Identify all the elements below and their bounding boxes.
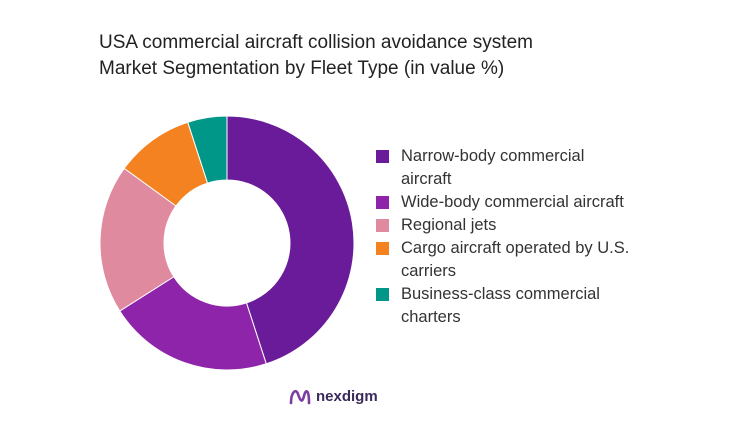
brand-footer: nexdigm — [288, 384, 378, 408]
legend-swatch — [376, 196, 389, 209]
donut-slice-business-charters — [187, 115, 228, 184]
legend-item-business-charters: Business-class commercial charters — [376, 283, 636, 329]
donut-slice-regional-jets — [99, 167, 177, 312]
legend-label: Cargo aircraft operated by U.S. carriers — [401, 239, 630, 280]
legend-label: Business-class commercial charters — [401, 285, 600, 326]
legend-swatch — [376, 150, 389, 163]
legend-item-cargo: Cargo aircraft operated by U.S. carriers — [376, 237, 636, 283]
chart-title-line-1: USA commercial aircraft collision avoida… — [99, 32, 533, 53]
donut-slice-wide-body — [119, 276, 267, 371]
nexdigm-logo-icon — [289, 389, 311, 405]
legend-label: Narrow-body commercial aircraft — [401, 147, 585, 188]
legend-swatch — [376, 242, 389, 255]
legend-label: Wide-body commercial aircraft — [401, 193, 624, 211]
legend-item-wide-body: Wide-body commercial aircraft — [376, 191, 636, 214]
donut-slice-narrow-body — [226, 115, 355, 365]
legend-swatch — [376, 288, 389, 301]
chart-title: USA commercial aircraft collision avoida… — [99, 30, 533, 82]
legend-item-regional-jets: Regional jets — [376, 214, 636, 237]
legend-swatch — [376, 219, 389, 232]
brand-name: nexdigm — [316, 387, 378, 405]
chart-legend: Narrow-body commercial aircraft Wide-bod… — [376, 145, 636, 329]
chart-title-line-2: Market Segmentation by Fleet Type (in va… — [99, 58, 505, 79]
legend-item-narrow-body: Narrow-body commercial aircraft — [376, 145, 636, 191]
legend-label: Regional jets — [401, 216, 497, 234]
donut-chart — [99, 115, 355, 371]
